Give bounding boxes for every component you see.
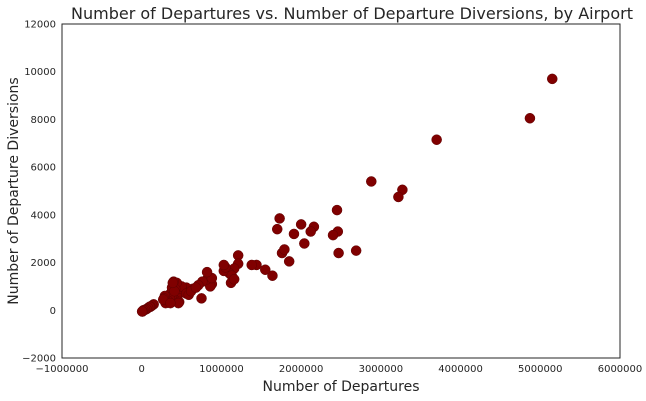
y-tick-label: 2000 <box>31 258 56 269</box>
y-tick-label: −2000 <box>22 354 56 365</box>
data-point <box>165 297 176 309</box>
data-point <box>295 219 307 230</box>
data-point <box>333 247 344 259</box>
y-axis-label: Number of Departure Diversions <box>6 77 22 304</box>
data-point <box>228 274 240 285</box>
plot-area: −1000000 0 1000000 2000000 3000000 4000000 500… <box>22 20 642 376</box>
data-point <box>393 191 404 203</box>
data-point <box>305 226 316 237</box>
data-point <box>327 229 339 241</box>
data-point <box>201 266 213 278</box>
x-axis-label: Number of Departures <box>263 379 420 395</box>
x-tick-label: 2000000 <box>279 364 324 375</box>
x-tick-label: 4000000 <box>438 364 483 375</box>
data-point <box>279 244 290 255</box>
data-point <box>350 245 362 256</box>
data-point <box>267 270 278 281</box>
y-axis-ticks: −2000 0 2000 4000 6000 8000 10000 12000 <box>22 20 56 365</box>
data-point <box>366 176 377 187</box>
data-points <box>136 73 558 317</box>
data-point <box>546 73 558 85</box>
x-axis-ticks: −1000000 0 1000000 2000000 3000000 4000000 500… <box>36 364 643 375</box>
data-point <box>271 223 283 235</box>
chart-title: Number of Departures vs. Number of Depar… <box>71 4 633 23</box>
data-point <box>299 238 310 249</box>
x-tick-label: 0 <box>139 364 145 375</box>
data-point <box>283 256 295 267</box>
y-tick-label: 4000 <box>31 210 56 221</box>
data-point <box>331 204 343 216</box>
data-point <box>288 228 300 240</box>
data-point <box>524 112 536 124</box>
data-point <box>260 264 271 275</box>
y-tick-label: 0 <box>50 306 56 317</box>
data-point <box>136 306 148 317</box>
data-point <box>190 282 202 293</box>
x-tick-label: 3000000 <box>359 364 404 375</box>
y-tick-label: 10000 <box>24 67 56 78</box>
data-point <box>274 213 285 224</box>
y-tick-label: 8000 <box>31 115 56 126</box>
data-point <box>196 293 207 304</box>
x-tick-label: 5000000 <box>518 364 563 375</box>
data-point <box>246 259 257 271</box>
data-point <box>431 134 442 145</box>
x-tick-label: 6000000 <box>598 364 643 375</box>
x-tick-label: −1000000 <box>36 364 89 375</box>
data-point <box>218 259 230 271</box>
data-point <box>167 277 179 289</box>
x-tick-label: 1000000 <box>199 364 244 375</box>
y-tick-label: 6000 <box>31 163 56 174</box>
y-tick-label: 12000 <box>24 20 56 31</box>
